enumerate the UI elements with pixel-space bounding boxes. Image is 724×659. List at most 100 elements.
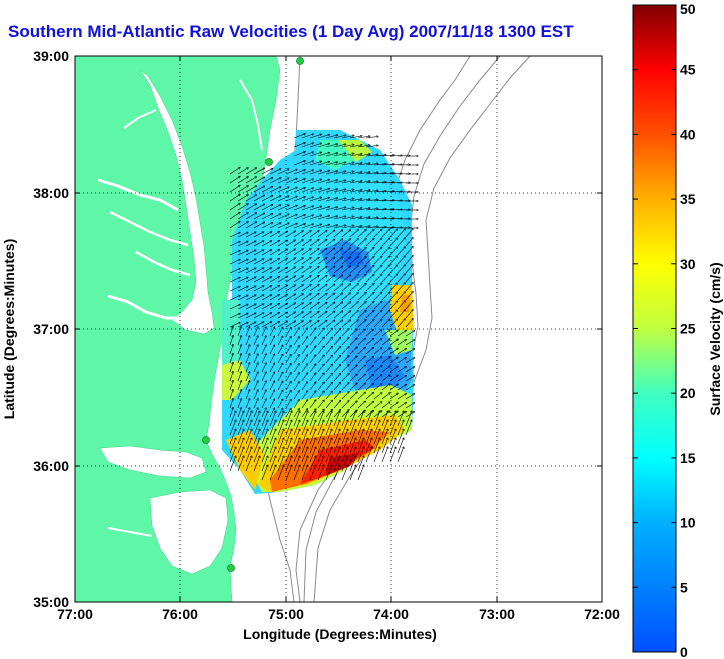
velocity-arrow — [245, 241, 256, 247]
x-tick-label: 75:00 — [268, 606, 304, 622]
velocity-arrow — [397, 394, 406, 400]
velocity-arrow — [269, 465, 276, 481]
velocity-arrow — [285, 187, 297, 193]
velocity-arrow — [253, 241, 264, 247]
velocity-arrow — [333, 456, 340, 472]
velocity-arrow — [277, 240, 287, 247]
velocity-arrow — [261, 372, 266, 382]
velocity-arrow — [349, 392, 357, 400]
x-axis-label: Longitude (Degrees:Minutes) — [243, 626, 437, 642]
velocity-arrow — [301, 328, 308, 337]
velocity-arrow — [277, 169, 289, 175]
velocity-arrow — [309, 337, 316, 346]
velocity-arrow — [285, 214, 297, 220]
velocity-arrow — [397, 358, 406, 364]
velocity-arrow — [365, 154, 378, 157]
velocity-arrow — [373, 182, 386, 184]
velocity-arrow — [285, 223, 297, 229]
velocity-arrow — [301, 303, 311, 310]
velocity-arrow — [365, 190, 378, 193]
velocity-arrow — [325, 216, 338, 220]
velocity-arrow — [373, 357, 382, 364]
velocity-arrow — [357, 447, 364, 463]
velocity-arrow — [261, 259, 272, 265]
velocity-arrow — [253, 213, 265, 220]
velocity-arrow — [405, 367, 415, 373]
velocity-arrow — [397, 429, 404, 445]
velocity-arrow — [301, 456, 308, 472]
velocity-arrow — [397, 301, 405, 310]
velocity-arrow — [365, 163, 378, 166]
velocity-arrow — [245, 456, 252, 472]
velocity-arrow — [381, 238, 390, 247]
velocity-arrow — [245, 336, 250, 346]
velocity-arrow — [285, 354, 291, 364]
y-tick-label: 39:00 — [33, 48, 69, 64]
velocity-arrow — [293, 285, 303, 292]
velocity-arrow — [333, 420, 340, 436]
velocity-arrow — [261, 381, 266, 391]
velocity-arrow — [349, 356, 357, 364]
velocity-arrow — [389, 164, 402, 165]
velocity-arrow — [237, 168, 248, 175]
velocity-arrow — [253, 322, 264, 328]
velocity-arrow — [261, 232, 272, 238]
velocity-arrow — [333, 411, 340, 427]
velocity-arrow — [349, 199, 362, 202]
velocity-arrow — [333, 356, 341, 364]
velocity-arrow — [373, 310, 382, 319]
velocity-arrow — [373, 256, 382, 265]
velocity-arrow — [341, 456, 348, 472]
velocity-arrow — [237, 408, 241, 418]
velocity-arrow — [357, 266, 366, 274]
velocity-arrow — [349, 311, 358, 319]
velocity-arrow — [405, 292, 413, 301]
velocity-arrow — [253, 277, 264, 283]
velocity-arrow — [293, 267, 303, 274]
colorbar-tick-label: 5 — [680, 579, 688, 595]
velocity-arrow — [365, 392, 374, 400]
velocity-arrow — [253, 222, 265, 229]
velocity-arrow — [229, 212, 240, 220]
velocity-arrow — [333, 266, 343, 274]
velocity-arrow — [373, 319, 382, 328]
y-tick-label: 38:00 — [33, 185, 69, 201]
velocity-arrow — [325, 355, 332, 364]
y-tick-label: 37:00 — [33, 321, 69, 337]
velocity-arrow — [389, 292, 398, 301]
velocity-arrow — [245, 304, 256, 310]
velocity-arrow — [381, 191, 394, 192]
velocity-arrow — [365, 136, 378, 139]
velocity-arrow — [293, 152, 305, 157]
velocity-arrow — [357, 411, 364, 427]
velocity-arrow — [341, 266, 350, 274]
velocity-arrow — [349, 302, 358, 310]
velocity-arrow — [293, 231, 303, 238]
velocity-arrow — [357, 230, 366, 238]
velocity-arrow — [373, 301, 382, 310]
velocity-arrow — [309, 456, 316, 472]
velocity-arrow — [389, 227, 402, 228]
velocity-arrow — [245, 438, 252, 454]
velocity-arrow — [277, 456, 284, 472]
velocity-arrow — [269, 196, 281, 202]
velocity-arrow — [269, 286, 280, 292]
velocity-arrow — [309, 321, 319, 328]
velocity-arrow — [253, 327, 258, 337]
velocity-arrow — [325, 438, 332, 454]
velocity-arrow — [237, 222, 248, 229]
velocity-arrow — [349, 248, 358, 256]
velocity-arrow — [245, 259, 256, 265]
velocity-arrow — [405, 247, 413, 256]
velocity-arrow — [333, 275, 343, 283]
velocity-arrow — [317, 320, 327, 328]
rappahannock-river — [109, 210, 189, 247]
velocity-arrow — [277, 336, 283, 346]
velocity-arrow — [381, 292, 390, 301]
velocity-arrow — [397, 349, 406, 355]
velocity-arrow — [405, 331, 415, 337]
velocity-arrow — [365, 256, 374, 265]
velocity-arrow — [357, 199, 370, 202]
velocity-arrow — [317, 364, 324, 373]
velocity-arrow — [309, 206, 321, 211]
